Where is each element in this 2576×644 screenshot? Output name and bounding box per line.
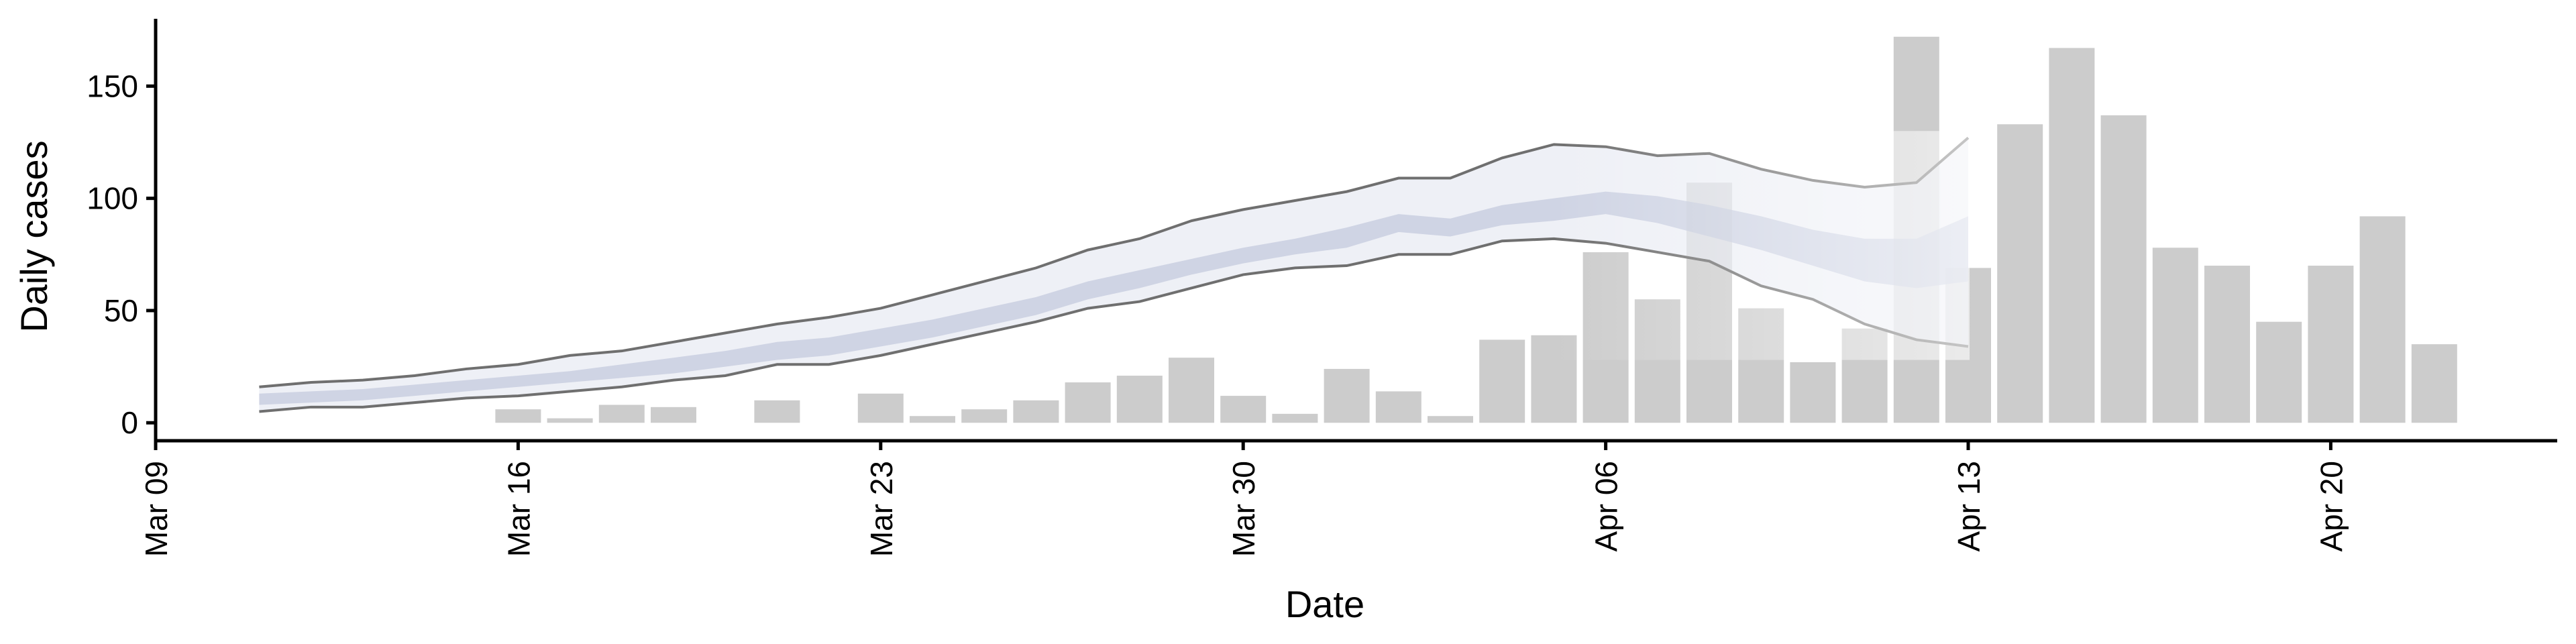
y-tick-label-150: 150	[87, 68, 138, 103]
bar-2020-04-04	[1479, 339, 1525, 423]
x-tick-label-2020-04-06: Apr 06	[1589, 461, 1624, 552]
bar-2020-04-21	[2359, 216, 2406, 423]
x-tick-label-2020-04-13: Apr 13	[1951, 461, 1986, 552]
y-axis-ticks: 0 50 100 150	[87, 68, 156, 440]
x-tick-label-2020-03-23: Mar 23	[864, 461, 899, 557]
y-tick-label-0: 0	[121, 405, 138, 440]
bar-2020-04-19	[2256, 321, 2302, 423]
bar-2020-04-03	[1428, 416, 1473, 423]
y-tick-label-100: 100	[87, 181, 138, 216]
bar-2020-04-14	[1997, 124, 2043, 423]
x-tick-label-2020-03-16: Mar 16	[501, 461, 536, 557]
bars-layer	[495, 36, 2457, 423]
band-50	[259, 191, 1969, 405]
bar-2020-03-18	[598, 405, 645, 423]
bar-2020-04-20	[2308, 266, 2354, 423]
bar-2020-03-23	[857, 393, 904, 423]
x-axis-title: Date	[1285, 583, 1364, 625]
bar-2020-03-21	[754, 400, 800, 423]
x-tick-label-2020-04-20: Apr 20	[2314, 461, 2349, 552]
bar-2020-03-27	[1065, 382, 1111, 423]
bar-2020-03-25	[961, 409, 1008, 423]
bar-2020-03-19	[651, 407, 696, 423]
bar-2020-03-24	[910, 416, 955, 423]
forecast-fade	[1554, 131, 1970, 360]
x-tick-label-2020-03-09: Mar 09	[139, 461, 174, 557]
bar-2020-03-17	[547, 418, 593, 423]
bar-2020-03-26	[1013, 400, 1059, 423]
bar-2020-04-10	[1790, 362, 1836, 423]
y-axis-title: Daily cases	[13, 140, 55, 332]
bar-2020-03-16	[495, 409, 541, 423]
bar-2020-04-18	[2204, 266, 2250, 423]
bar-2020-03-30	[1220, 396, 1267, 423]
bar-2020-04-22	[2411, 344, 2457, 423]
bar-2020-04-17	[2152, 248, 2198, 423]
x-axis-ticks: Mar 09 Mar 16 Mar 23 Mar 30 Apr 06 Apr 13 Apr …	[139, 441, 2349, 557]
bar-2020-03-31	[1272, 413, 1318, 423]
bar-2020-04-01	[1324, 368, 1370, 423]
y-tick-label-50: 50	[104, 293, 138, 328]
bar-2020-04-16	[2100, 115, 2147, 423]
bar-2020-04-15	[2049, 48, 2095, 423]
bar-2020-03-28	[1116, 375, 1163, 423]
bar-2020-03-29	[1169, 358, 1214, 423]
x-tick-label-2020-03-30: Mar 30	[1226, 461, 1261, 557]
bar-2020-04-02	[1375, 391, 1421, 423]
axes: 0 50 100 150 Mar 09 Mar 16 Mar 23 Mar 30 Apr 06…	[87, 19, 2557, 557]
